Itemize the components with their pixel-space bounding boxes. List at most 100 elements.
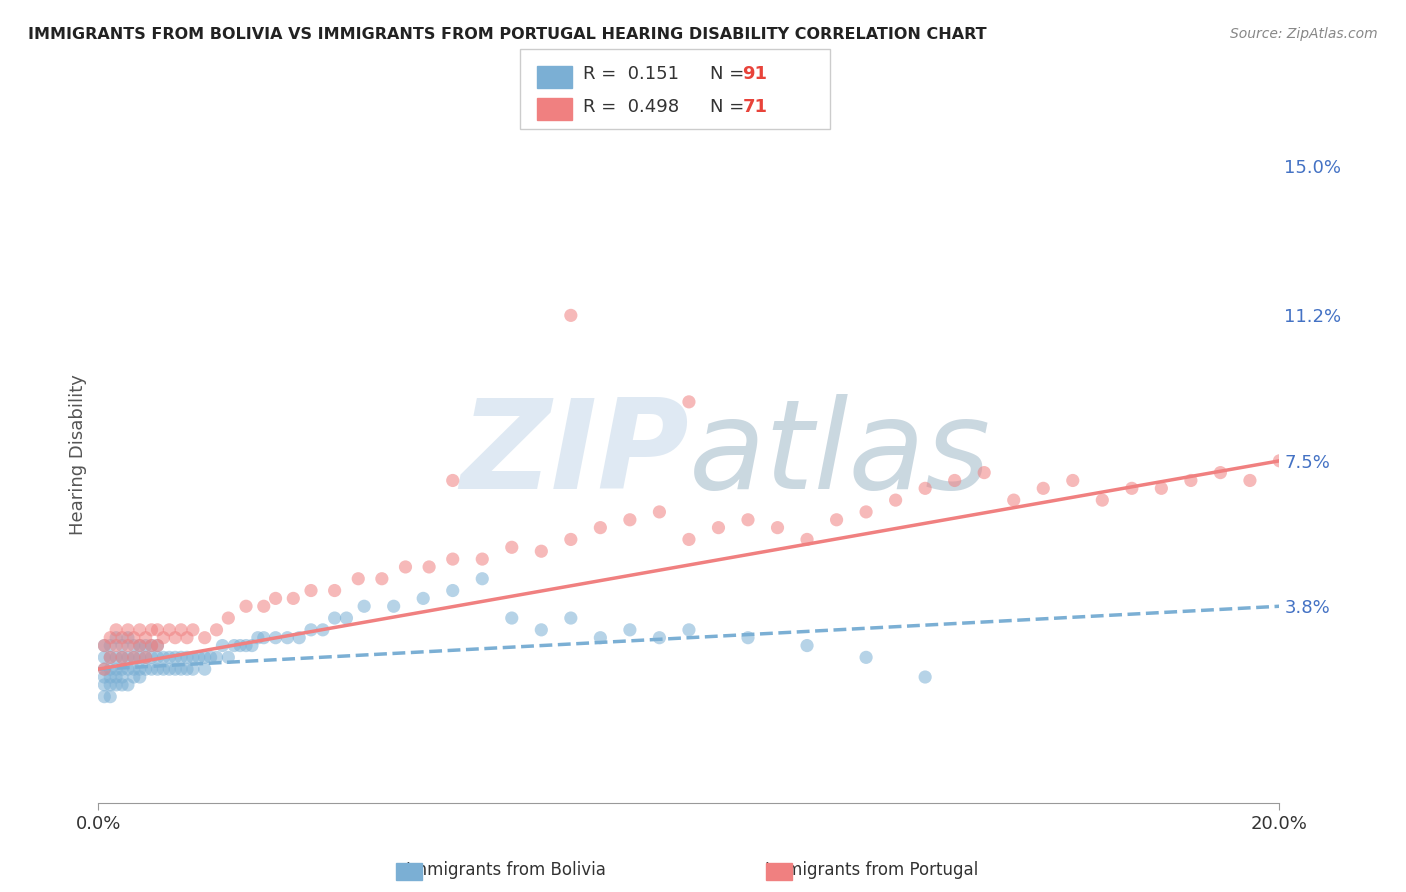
Point — [105, 662, 128, 676]
Text: atlas: atlas — [689, 394, 991, 516]
Point — [648, 505, 671, 519]
Point — [418, 560, 440, 574]
Point — [347, 572, 370, 586]
Point — [1032, 481, 1054, 495]
Point — [943, 474, 966, 488]
Point — [98, 670, 121, 684]
Point — [200, 650, 222, 665]
Point — [217, 650, 239, 665]
Point — [914, 481, 936, 495]
Point — [128, 662, 150, 676]
Point — [323, 611, 346, 625]
Point — [135, 650, 157, 665]
Text: Source: ZipAtlas.com: Source: ZipAtlas.com — [1230, 27, 1378, 41]
Point — [111, 650, 134, 665]
Point — [181, 662, 204, 676]
Point — [141, 650, 163, 665]
Point — [122, 670, 145, 684]
Point — [176, 662, 198, 676]
Point — [1150, 481, 1173, 495]
Point — [98, 631, 121, 645]
Text: R =  0.151: R = 0.151 — [583, 65, 679, 84]
Point — [170, 650, 193, 665]
Point — [299, 583, 322, 598]
Point — [264, 591, 287, 606]
Point — [128, 639, 150, 653]
Point — [176, 650, 198, 665]
Point — [117, 650, 139, 665]
Text: ZIP: ZIP — [460, 394, 689, 516]
Point — [530, 544, 553, 558]
Point — [146, 662, 169, 676]
Point — [530, 623, 553, 637]
Point — [253, 631, 276, 645]
Point — [1062, 474, 1084, 488]
Point — [217, 611, 239, 625]
Point — [141, 623, 163, 637]
Point — [181, 650, 204, 665]
Point — [170, 623, 193, 637]
Point — [135, 650, 157, 665]
Point — [276, 631, 298, 645]
Point — [441, 474, 464, 488]
Point — [122, 650, 145, 665]
Point — [111, 678, 134, 692]
Text: N =: N = — [710, 65, 749, 84]
Point — [157, 650, 180, 665]
Point — [98, 678, 121, 692]
Text: Immigrants from Portugal: Immigrants from Portugal — [765, 861, 979, 879]
Point — [181, 623, 204, 637]
Point — [501, 611, 523, 625]
Point — [111, 631, 134, 645]
Point — [105, 650, 128, 665]
Point — [135, 639, 157, 653]
Point — [152, 662, 174, 676]
Point — [1180, 474, 1202, 488]
Point — [93, 690, 115, 704]
Point — [93, 639, 115, 653]
Point — [855, 650, 877, 665]
Point — [93, 662, 115, 676]
Point — [122, 662, 145, 676]
Point — [122, 631, 145, 645]
Point — [146, 623, 169, 637]
Point — [1002, 493, 1025, 508]
Text: Immigrants from Bolivia: Immigrants from Bolivia — [406, 861, 606, 879]
Point — [117, 678, 139, 692]
Point — [1121, 481, 1143, 495]
Point — [135, 631, 157, 645]
Point — [235, 599, 257, 614]
Point — [128, 670, 150, 684]
Point — [619, 623, 641, 637]
Point — [157, 662, 180, 676]
Point — [105, 631, 128, 645]
Point — [111, 639, 134, 653]
Point — [105, 639, 128, 653]
Point — [441, 552, 464, 566]
Point — [914, 670, 936, 684]
Point — [146, 650, 169, 665]
Point — [205, 650, 228, 665]
Point — [93, 650, 115, 665]
Point — [176, 631, 198, 645]
Point — [796, 639, 818, 653]
Point — [98, 690, 121, 704]
Point — [1239, 474, 1261, 488]
Point — [394, 560, 416, 574]
Point — [170, 662, 193, 676]
Point — [194, 650, 217, 665]
Point — [98, 639, 121, 653]
Point — [128, 639, 150, 653]
Point — [323, 583, 346, 598]
Point — [560, 533, 582, 547]
Point — [141, 662, 163, 676]
Point — [589, 631, 612, 645]
Point — [1091, 493, 1114, 508]
Point — [264, 631, 287, 645]
Text: 71: 71 — [742, 97, 768, 116]
Point — [412, 591, 434, 606]
Point — [194, 662, 217, 676]
Point — [152, 631, 174, 645]
Point — [1209, 466, 1232, 480]
Point — [152, 650, 174, 665]
